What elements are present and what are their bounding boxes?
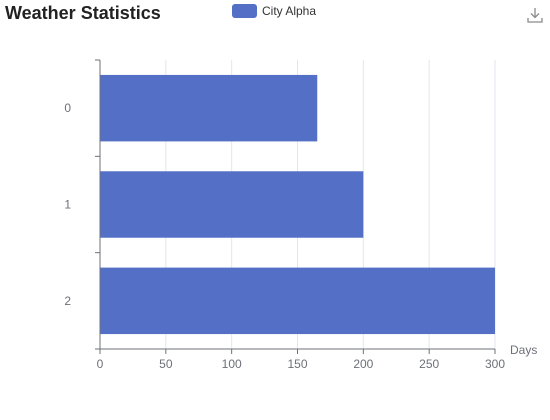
y-tick-label: 0 — [64, 101, 71, 115]
chart-title: Weather Statistics — [5, 3, 161, 23]
download-icon[interactable] — [526, 6, 544, 24]
x-tick-label: 300 — [485, 357, 505, 371]
legend-swatch-city-alpha — [232, 4, 257, 18]
bar[interactable] — [100, 171, 364, 238]
y-tick-label: 2 — [64, 294, 71, 308]
x-tick-label: 100 — [222, 357, 242, 371]
x-tick-label: 50 — [159, 357, 173, 371]
x-tick-label: 250 — [419, 357, 439, 371]
x-tick-label: 200 — [353, 357, 373, 371]
x-tick-label: 0 — [97, 357, 104, 371]
x-tick-label: 150 — [287, 357, 307, 371]
legend-label-city-alpha: City Alpha — [262, 4, 317, 18]
legend[interactable]: City Alpha — [232, 4, 316, 18]
bar[interactable] — [100, 267, 495, 335]
bar[interactable] — [100, 74, 318, 142]
y-tick-label: 1 — [64, 198, 71, 212]
x-axis-label: Days — [510, 343, 537, 357]
